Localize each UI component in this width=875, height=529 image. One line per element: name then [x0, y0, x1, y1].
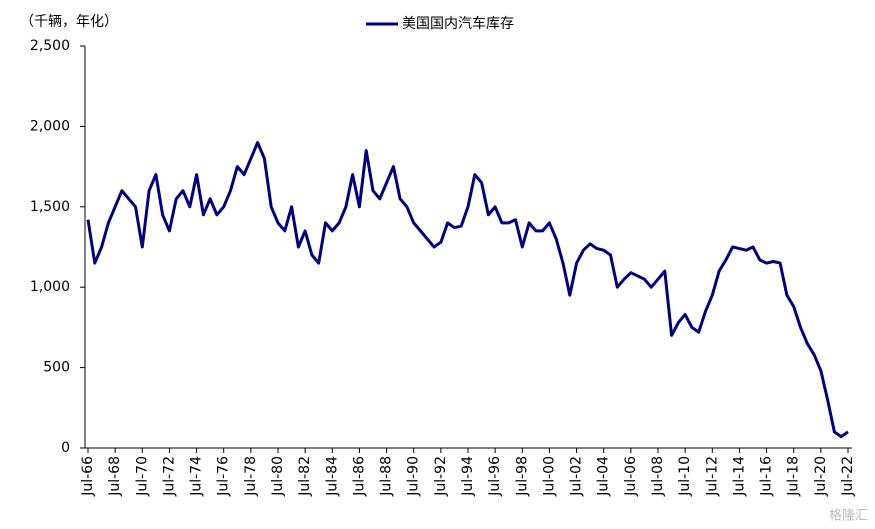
x-tick-label: Jul-78: [243, 456, 259, 497]
legend-label: 美国国内汽车库存: [402, 15, 514, 32]
y-tick-label: 500: [43, 360, 70, 376]
x-tick-label: Jul-18: [786, 456, 802, 497]
x-tick-label: Jul-90: [406, 456, 422, 497]
watermark: 格隆汇: [829, 508, 868, 524]
x-tick-label: Jul-16: [759, 456, 775, 497]
x-tick-label: Jul-66: [80, 456, 96, 497]
x-tick-label: Jul-00: [541, 456, 557, 497]
x-tick-label: Jul-92: [433, 456, 449, 497]
x-tick-label: Jul-70: [134, 456, 150, 497]
x-tick-label: Jul-72: [161, 456, 177, 497]
x-tick-label: Jul-14: [731, 456, 747, 497]
x-tick-label: Jul-04: [596, 456, 612, 497]
y-tick-label: 2,500: [30, 38, 70, 54]
x-tick-label: Jul-08: [650, 456, 666, 497]
x-tick-label: Jul-84: [324, 456, 340, 497]
x-tick-label: Jul-98: [514, 456, 530, 497]
series-line: [86, 141, 849, 439]
x-tick-label: Jul-02: [569, 456, 585, 497]
x-tick-label: Jul-76: [216, 456, 232, 497]
x-tick-label: Jul-88: [379, 456, 395, 497]
y-tick-label: 2,000: [30, 118, 70, 134]
x-tick-label: Jul-80: [270, 456, 286, 497]
x-tick-label: Jul-82: [297, 456, 313, 497]
x-tick-label: Jul-94: [460, 456, 476, 497]
x-tick-label: Jul-86: [351, 456, 367, 497]
y-tick-label: 0: [61, 440, 70, 456]
x-tick-label: Jul-06: [623, 456, 639, 497]
x-tick-label: Jul-74: [189, 456, 205, 497]
x-tick-label: Jul-22: [840, 456, 856, 497]
y-tick-label: 1,500: [30, 199, 70, 215]
unit-label: （千辆，年化）: [20, 14, 118, 30]
y-tick-label: 1,000: [30, 279, 70, 295]
x-tick-label: Jul-96: [487, 456, 503, 497]
x-tick-label: Jul-10: [677, 456, 693, 497]
x-tick-label: Jul-12: [704, 456, 720, 497]
x-tick-label: Jul-20: [813, 456, 829, 497]
x-tick-label: Jul-68: [107, 456, 123, 497]
